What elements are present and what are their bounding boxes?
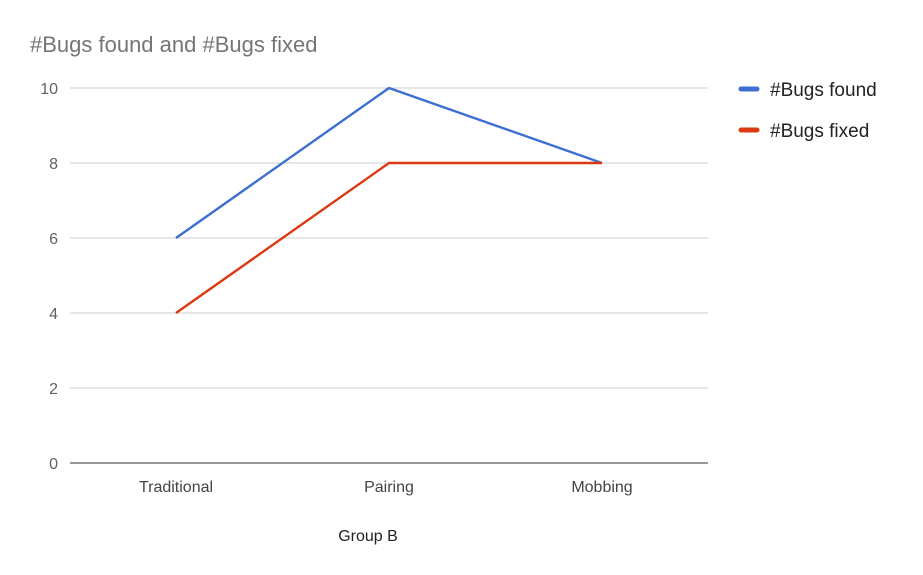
- x-axis-label: Group B: [338, 528, 398, 545]
- y-tick-label: 4: [49, 306, 58, 323]
- y-tick-label: 8: [49, 156, 58, 173]
- legend-label: #Bugs fixed: [770, 121, 869, 142]
- y-tick-label: 6: [49, 231, 58, 248]
- y-axis-ticks: 0 2 4 6 8 10: [40, 81, 58, 473]
- x-category-label: Traditional: [139, 479, 213, 496]
- gridlines: [70, 87, 708, 464]
- y-tick-label: 2: [49, 381, 58, 398]
- x-category-label: Pairing: [364, 479, 414, 496]
- series-lines: [175, 86, 603, 314]
- y-tick-label: 0: [49, 456, 58, 473]
- series-line-1: [175, 161, 602, 314]
- x-axis-categories: Traditional Pairing Mobbing: [139, 479, 633, 496]
- y-tick-label: 10: [40, 81, 58, 98]
- legend-label: #Bugs found: [770, 80, 877, 101]
- legend: #Bugs found #Bugs fixed: [738, 80, 877, 142]
- x-category-label: Mobbing: [571, 479, 632, 496]
- series-line-0: [175, 86, 603, 239]
- chart-title: #Bugs found and #Bugs fixed: [30, 32, 317, 57]
